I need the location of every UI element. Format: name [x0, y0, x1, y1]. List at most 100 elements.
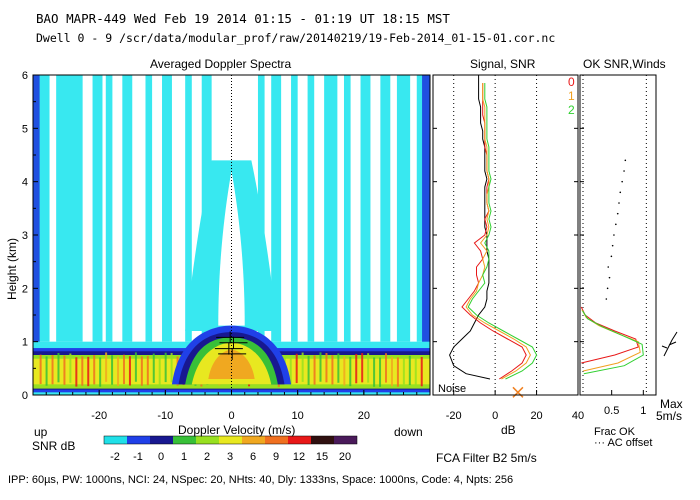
colorbar-label: 2 [204, 451, 210, 463]
signal-xlabel: dB [501, 423, 516, 437]
band-speckle [117, 356, 120, 386]
ok-dot [619, 191, 622, 194]
spectra-streak [92, 75, 103, 342]
ok-dot [606, 287, 609, 290]
ytick-label: 1 [22, 337, 28, 349]
band-speckle [373, 357, 376, 387]
band-speckle [134, 352, 137, 382]
ok-dot [607, 266, 610, 268]
band-speckle [93, 355, 96, 385]
colorbar-label: 12 [293, 451, 305, 463]
colorbar-swatch [334, 436, 357, 444]
ytick-label: 0 [22, 390, 28, 402]
spectra-streak [105, 75, 113, 342]
colorbar-label: 1 [181, 451, 187, 463]
ok-dot [623, 170, 625, 172]
ok-frame [579, 74, 657, 396]
spectra-streak [122, 75, 133, 342]
band-speckle [301, 352, 304, 382]
spectra-streak [185, 75, 192, 342]
colorbar-label: -1 [133, 451, 143, 463]
band-speckle [402, 355, 405, 385]
band-speckle [87, 356, 90, 387]
ok-dot [611, 244, 614, 247]
band-speckle [396, 357, 399, 387]
signal-panel-title: Signal, SNR [470, 57, 536, 71]
spectra-streak [380, 75, 391, 342]
band-speckle [140, 356, 143, 386]
ok-series-2 [582, 310, 644, 375]
band-speckle [420, 356, 423, 387]
max-speed-label: 5m/s [656, 409, 683, 423]
spectra-ylabel: Height (km) [5, 237, 19, 300]
signal-xtick-label: 0 [492, 410, 498, 422]
spectra-streak [360, 75, 371, 342]
frac-ok-label: Frac OK [594, 426, 635, 438]
winds-panel-title: OK SNR,Winds [583, 57, 666, 71]
spectra-streak [307, 75, 315, 342]
header-line-2: Dwell 0 - 9 /scr/data/modular_prof/raw/2… [36, 31, 556, 45]
signal-xtick-label: 40 [572, 410, 584, 422]
band-speckle [385, 353, 388, 383]
ytick-label: 5 [22, 123, 28, 135]
band-speckle [164, 352, 167, 383]
colorbar-label: 3 [227, 451, 233, 463]
colorbar-label: 20 [339, 451, 351, 463]
ytick-label: 2 [22, 283, 28, 295]
band-speckle [295, 353, 298, 384]
snr-db-label: SNR dB [32, 439, 76, 453]
band-speckle [81, 356, 84, 386]
colorbar-swatch [288, 436, 311, 444]
ok-series-0 [580, 306, 639, 364]
signal-xtick-label: 20 [530, 410, 542, 422]
signal-series-0 [461, 83, 527, 380]
spectra-streak [271, 75, 282, 342]
spectra-streak [343, 75, 351, 342]
band-speckle [75, 357, 78, 387]
legend-0: 0 [568, 75, 575, 89]
band-speckle [45, 356, 48, 386]
band-speckle [414, 356, 417, 386]
spectra-streak [291, 75, 298, 342]
ok-dot [605, 298, 608, 300]
signal-series-2 [467, 83, 538, 380]
ac-offset-label: ··· AC offset [594, 437, 653, 449]
colorbar-swatch [127, 436, 150, 444]
noise-label: Noise [438, 383, 467, 395]
colorbar-label: 0 [158, 451, 164, 463]
colorbar-swatch [173, 436, 196, 444]
spectra-streak [257, 75, 265, 342]
band-speckle [355, 353, 358, 384]
ytick-label: 6 [22, 70, 28, 82]
xtick-label: -10 [157, 410, 173, 422]
xtick-label: 20 [358, 410, 370, 422]
spectra-title: Averaged Doppler Spectra [150, 57, 292, 71]
ok-dot [624, 159, 627, 162]
ok-dot [616, 212, 619, 215]
band-speckle [313, 355, 316, 385]
band-speckle [51, 354, 54, 385]
ok-xtick-label: 1 [640, 405, 646, 417]
band-speckle [379, 357, 382, 387]
band-speckle [408, 355, 411, 386]
filter-label: FCA Filter B2 5m/s [436, 451, 537, 465]
band-speckle [331, 355, 334, 385]
colorbar-swatch [150, 436, 173, 444]
ok-dot [608, 276, 611, 279]
band-speckle [343, 356, 346, 386]
signal-series-signal [449, 75, 491, 380]
spectra-streak [324, 75, 338, 342]
max-label: Max [660, 397, 683, 411]
band-speckle [57, 352, 60, 383]
ok-dot [613, 234, 615, 236]
band-speckle [325, 353, 328, 383]
colorbar-label: 15 [316, 451, 328, 463]
colorbar-label: 9 [273, 451, 279, 463]
band-speckle [39, 354, 42, 385]
band-speckle [319, 352, 322, 382]
band-speckle [361, 353, 364, 383]
spectra-streak [162, 75, 172, 342]
xtick-label: 10 [292, 410, 304, 422]
